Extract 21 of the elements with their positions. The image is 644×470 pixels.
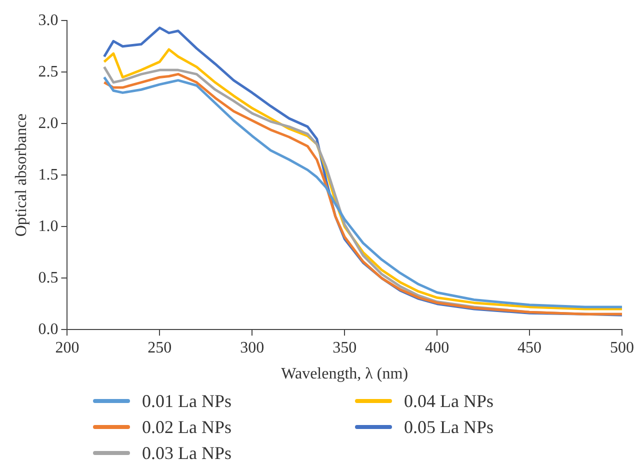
y-axis-title: Optical absorbance [12,114,30,237]
y-tick-label: 3.0 [38,12,58,29]
x-tick-label: 450 [518,339,542,356]
legend-label: 0.04 La NPs [404,390,494,412]
y-tick-label: 0.0 [38,320,58,338]
y-tick-label: 1.5 [38,166,58,184]
y-tick-label: 2.5 [38,63,58,80]
x-axis-title: Wavelength, λ (nm) [281,366,408,383]
x-tick-label: 500 [610,339,634,356]
x-tick-label: 400 [425,339,450,356]
x-tick-label: 250 [148,339,172,356]
legend-label: 0.02 La NPs [142,416,232,438]
y-tick-label: 1.0 [38,218,58,235]
legend-label: 0.03 La NPs [142,442,232,464]
legend-label: 0.01 La NPs [142,390,232,412]
y-tick-label: 0.5 [38,269,58,286]
x-tick-label: 350 [332,339,357,356]
y-tick-label: 2.0 [38,114,58,132]
legend-label: 0.05 La NPs [404,416,494,438]
x-tick-label: 300 [240,339,264,356]
x-tick-label: 200 [55,339,80,356]
